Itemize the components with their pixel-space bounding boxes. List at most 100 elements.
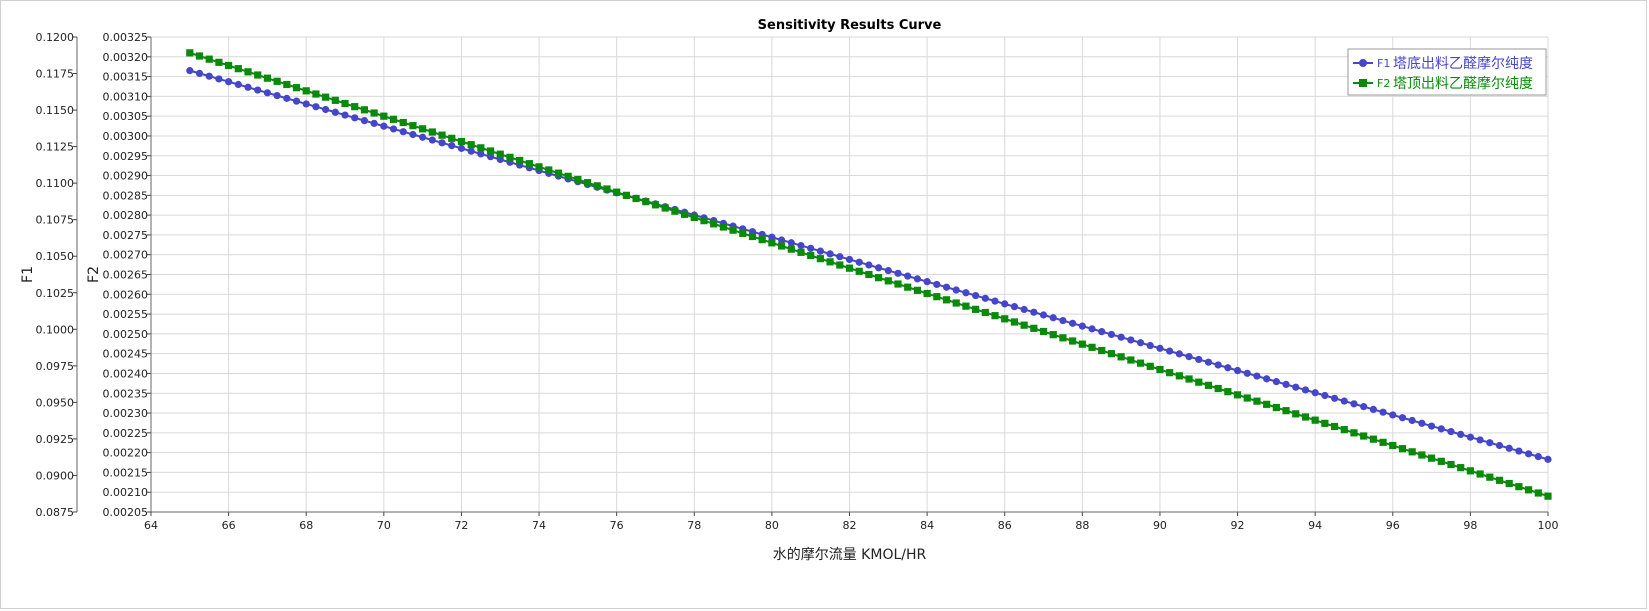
data-point	[312, 103, 320, 111]
y1-tick-label: 0.1025	[36, 287, 75, 300]
data-point	[1360, 403, 1368, 411]
data-point	[1408, 448, 1416, 456]
data-point	[1301, 386, 1310, 394]
data-point	[1117, 333, 1125, 341]
data-point	[351, 103, 359, 111]
y2-tick-label: 0.00215	[103, 466, 149, 479]
data-point	[1146, 362, 1154, 370]
data-point	[1049, 314, 1057, 322]
data-point	[855, 258, 863, 266]
data-point	[234, 65, 242, 73]
data-point	[1214, 361, 1222, 369]
y1-tick-label: 0.1200	[36, 31, 75, 44]
data-point	[244, 83, 252, 91]
data-point	[1088, 343, 1096, 351]
data-point	[1078, 340, 1086, 348]
data-point	[1136, 359, 1145, 367]
data-point	[215, 75, 223, 83]
data-point	[254, 71, 262, 79]
data-point	[1175, 372, 1183, 380]
legend-tag-f2: F2	[1377, 77, 1390, 90]
data-point	[574, 175, 582, 184]
data-point	[826, 258, 834, 266]
data-point	[1069, 319, 1077, 327]
data-point	[467, 147, 475, 155]
data-point	[292, 84, 301, 92]
data-point	[1156, 365, 1164, 374]
data-point	[710, 220, 718, 228]
data-point	[1166, 369, 1174, 377]
data-point	[836, 253, 844, 261]
data-point	[438, 131, 446, 139]
data-point	[1088, 325, 1096, 333]
data-point	[1389, 441, 1397, 450]
data-point	[322, 105, 330, 114]
data-point	[1272, 403, 1280, 412]
data-point	[1136, 339, 1145, 347]
data-point	[700, 217, 708, 225]
data-point	[1282, 407, 1290, 415]
data-point	[758, 236, 766, 244]
data-point	[1253, 397, 1261, 405]
data-point	[1263, 375, 1271, 383]
data-point	[1001, 300, 1009, 308]
x-tick-label: 86	[998, 519, 1012, 532]
data-point	[729, 226, 737, 234]
x-tick-label: 80	[765, 519, 779, 532]
data-point	[933, 293, 941, 301]
data-point	[1524, 486, 1533, 494]
data-point	[1030, 308, 1038, 316]
data-point	[283, 94, 291, 102]
data-point	[1524, 450, 1533, 458]
data-point	[1379, 438, 1387, 446]
data-point	[913, 286, 922, 294]
data-point	[1233, 391, 1242, 399]
chart-title: Sensitivity Results Curve	[758, 18, 942, 33]
data-point	[1447, 460, 1455, 469]
data-point	[1330, 394, 1339, 402]
data-point	[322, 93, 330, 101]
data-point	[1253, 372, 1261, 380]
data-point	[952, 286, 960, 294]
data-point	[1175, 350, 1183, 358]
data-point	[680, 210, 689, 218]
data-point	[1233, 366, 1242, 375]
data-point	[1408, 416, 1416, 425]
data-point	[341, 99, 349, 108]
x-tick-label: 74	[532, 519, 546, 532]
data-point	[380, 112, 388, 120]
y1-tick-label: 0.0900	[36, 469, 75, 482]
data-point	[1398, 414, 1407, 422]
legend-box	[1347, 48, 1547, 96]
data-point	[1127, 356, 1135, 364]
data-point	[894, 280, 902, 288]
data-point	[865, 270, 873, 279]
data-point	[933, 280, 941, 289]
data-point	[1107, 330, 1116, 339]
y2-tick-label: 0.00275	[103, 229, 149, 242]
data-point	[913, 275, 922, 283]
y2-tick-label: 0.00295	[103, 150, 149, 163]
data-point	[496, 150, 504, 158]
data-point	[1020, 321, 1028, 329]
data-point	[1243, 394, 1251, 402]
data-point	[215, 58, 223, 66]
data-point	[554, 169, 563, 177]
legend: F1 塔底出料乙醛摩尔纯度 F2 塔顶出料乙醛摩尔纯度	[1347, 48, 1547, 96]
data-point	[263, 89, 272, 97]
y2-tick-label: 0.00325	[103, 31, 149, 44]
data-point	[1185, 353, 1193, 361]
data-point	[1515, 447, 1523, 455]
data-point	[186, 49, 194, 57]
data-point	[273, 92, 281, 100]
data-point	[331, 108, 339, 116]
data-point	[302, 100, 310, 108]
data-point	[428, 128, 436, 136]
data-point	[807, 244, 815, 252]
data-point	[1127, 336, 1135, 344]
data-point	[1282, 380, 1290, 389]
data-point	[787, 245, 795, 253]
data-point	[1272, 378, 1280, 386]
data-point	[438, 139, 446, 147]
y1-tick-label: 0.0975	[36, 360, 75, 373]
